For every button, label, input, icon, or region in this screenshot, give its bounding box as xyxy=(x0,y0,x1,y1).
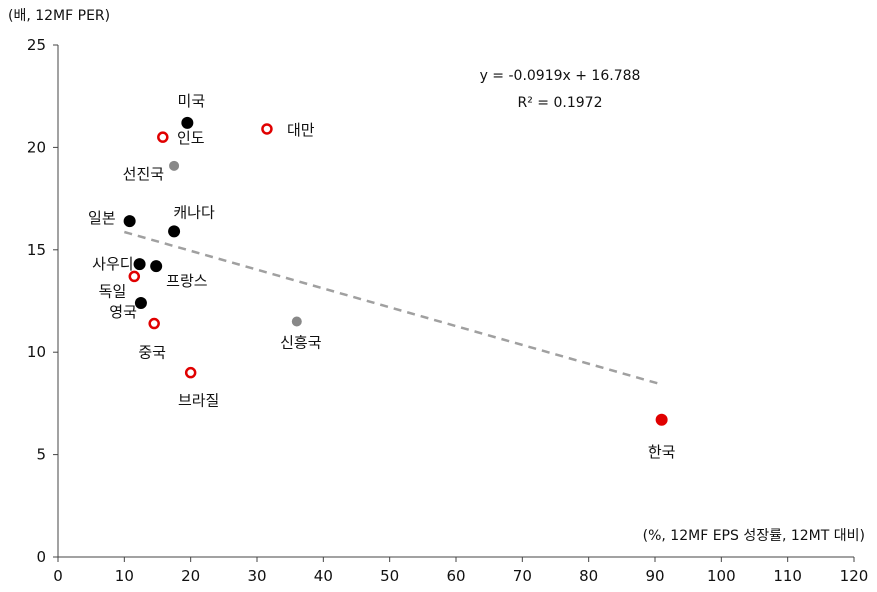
x-tick-label: 50 xyxy=(380,567,399,585)
x-tick-label: 100 xyxy=(707,567,736,585)
point-label: 캐나다 xyxy=(173,203,215,221)
point-label: 사우디 xyxy=(92,255,133,273)
axes: 0 5 10 15 20 25 0 10 20 30 40 50 60 70 80 90 100 110 120 xyxy=(27,36,868,585)
data-point xyxy=(128,270,141,283)
point-label: 선진국 xyxy=(123,165,165,183)
data-point xyxy=(157,131,169,143)
points-layer xyxy=(123,116,668,426)
point-label: 미국 xyxy=(178,92,206,110)
x-tick-label: 110 xyxy=(773,567,802,585)
y-tick-label: 15 xyxy=(27,241,46,259)
point-label: 한국 xyxy=(648,443,676,461)
point-label: 영국 xyxy=(109,303,137,321)
point-label: 브라질 xyxy=(178,392,219,410)
x-tick-label: 0 xyxy=(53,567,63,585)
y-axis-title: (배, 12MF PER) xyxy=(8,8,110,24)
y-tick-label: 0 xyxy=(36,548,46,566)
data-point xyxy=(181,116,194,129)
point-label: 중국 xyxy=(138,344,166,362)
data-point xyxy=(133,258,146,271)
r-squared: R² = 0.1972 xyxy=(518,95,603,111)
x-tick-label: 120 xyxy=(840,567,869,585)
data-point xyxy=(150,260,163,273)
y-tick-label: 25 xyxy=(27,36,46,54)
x-tick-label: 60 xyxy=(446,567,465,585)
data-point xyxy=(169,160,180,171)
trendline xyxy=(123,230,662,386)
y-tick-label: 20 xyxy=(27,138,46,156)
point-label: 인도 xyxy=(177,129,205,147)
x-tick-label: 40 xyxy=(314,567,333,585)
point-label: 일본 xyxy=(88,209,116,227)
y-tick-label: 10 xyxy=(27,343,46,361)
data-point xyxy=(168,225,181,238)
x-tick-label: 10 xyxy=(115,567,134,585)
data-point xyxy=(123,215,136,228)
x-tick-label: 20 xyxy=(181,567,200,585)
data-point xyxy=(261,123,273,135)
x-tick-label: 30 xyxy=(247,567,266,585)
data-point xyxy=(655,413,668,426)
trend-equation: y = -0.0919x + 16.788 xyxy=(480,68,641,84)
point-label: 프랑스 xyxy=(166,272,208,290)
data-point xyxy=(134,297,147,310)
x-axis-title: (%, 12MF EPS 성장률, 12MT 대비) xyxy=(643,528,865,544)
point-label: 대만 xyxy=(287,121,315,139)
x-tick-label: 90 xyxy=(645,567,664,585)
x-tick-label: 80 xyxy=(579,567,598,585)
data-point xyxy=(184,366,197,379)
data-point xyxy=(148,317,160,330)
y-tick-label: 5 xyxy=(36,446,46,464)
data-point xyxy=(291,316,302,327)
point-label: 독일 xyxy=(99,282,127,300)
point-label: 신흥국 xyxy=(280,333,322,351)
x-tick-label: 70 xyxy=(513,567,532,585)
